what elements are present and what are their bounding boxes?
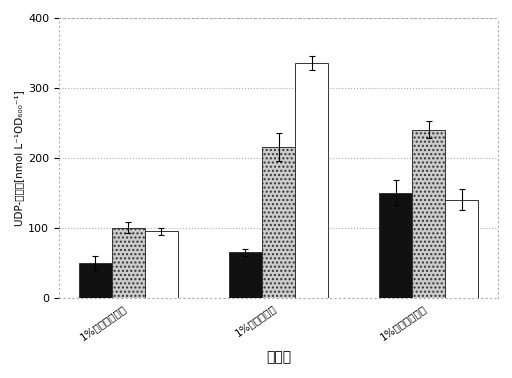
Bar bbox=[379, 193, 412, 298]
Y-axis label: UDP-糖濃度[nmol L⁻¹OD₆₀₀⁻¹]: UDP-糖濃度[nmol L⁻¹OD₆₀₀⁻¹] bbox=[14, 90, 24, 226]
X-axis label: 炭素源: 炭素源 bbox=[266, 350, 291, 364]
Bar bbox=[412, 130, 445, 298]
Bar bbox=[112, 228, 145, 298]
Bar bbox=[229, 252, 262, 298]
Bar bbox=[262, 147, 295, 298]
Bar bbox=[79, 263, 112, 298]
Bar bbox=[295, 64, 328, 298]
Bar bbox=[445, 200, 478, 298]
Bar bbox=[145, 231, 178, 298]
